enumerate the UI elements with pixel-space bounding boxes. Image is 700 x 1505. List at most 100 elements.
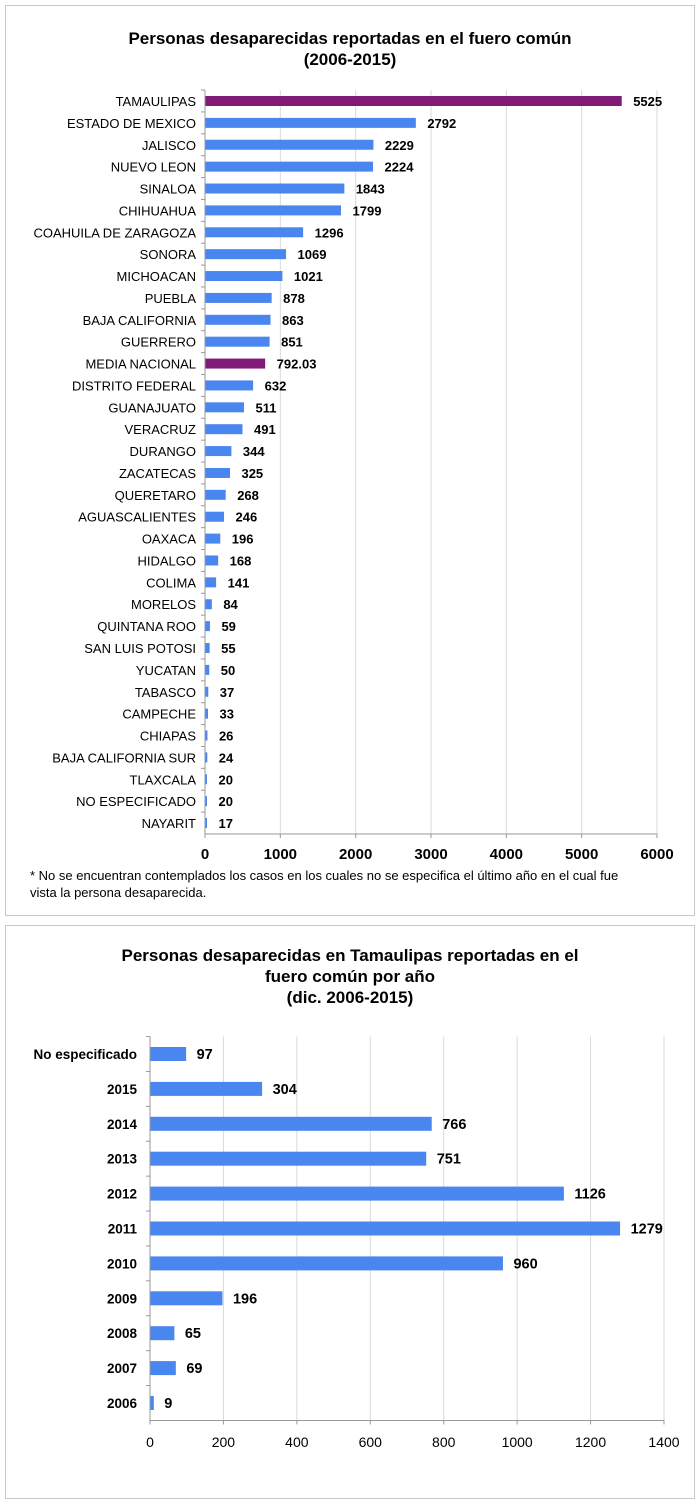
category-label: CAMPECHE [122, 707, 196, 722]
bar [205, 314, 271, 325]
category-label: DURANGO [130, 444, 196, 459]
category-label: 2008 [107, 1326, 138, 1341]
value-label: 17 [219, 816, 233, 831]
bar [205, 708, 208, 719]
value-label: 1021 [294, 269, 323, 284]
category-label: COLIMA [146, 575, 196, 590]
value-label: 1296 [315, 225, 344, 240]
x-tick-label: 0 [201, 846, 209, 863]
chart-2-title-line-2: fuero común por año [265, 967, 435, 986]
value-label: 511 [255, 400, 276, 415]
bar [205, 686, 209, 697]
bar [205, 730, 208, 741]
category-label: GUERRERO [121, 335, 196, 350]
x-tick-label: 3000 [414, 846, 447, 863]
value-label: 55 [221, 641, 235, 656]
bar [150, 1256, 503, 1271]
x-tick-label: 200 [212, 1434, 236, 1450]
chart-2-title-line-3: (dic. 2006-2015) [287, 988, 414, 1007]
x-tick-label: 400 [285, 1434, 309, 1450]
bar [150, 1186, 564, 1201]
category-label: SAN LUIS POTOSI [84, 641, 196, 656]
bar [205, 555, 219, 566]
chart-2-plot: 0 200 400 600 800 1000 1200 1400 No especificado… [33, 1036, 680, 1450]
category-label: MEDIA NACIONAL [85, 357, 196, 372]
x-tick-label: 5000 [565, 846, 598, 863]
chart-1-title-line-2: (2006-2015) [304, 50, 397, 69]
category-label: AGUASCALIENTES [78, 510, 196, 525]
category-label: TAMAULIPAS [116, 94, 197, 109]
category-label: MORELOS [131, 597, 196, 612]
bar [205, 249, 287, 260]
bar [205, 117, 416, 128]
bar [205, 96, 622, 106]
bar [205, 358, 266, 369]
bar [150, 1361, 176, 1376]
category-label: TABASCO [135, 685, 196, 700]
category-label: SONORA [140, 247, 197, 262]
bar [205, 292, 272, 303]
category-label: YUCATAN [136, 663, 196, 678]
bar [150, 1396, 154, 1410]
chart-2-title-line-1: Personas desaparecidas en Tamaulipas rep… [122, 946, 579, 965]
chart-1-plot: 0 1000 2000 3000 4000 5000 6000 TAMAULIPAS 5525 E… [33, 89, 674, 863]
x-tick-label: 0 [146, 1434, 154, 1450]
category-label: 2015 [107, 1082, 138, 1097]
value-label: 246 [236, 510, 258, 525]
value-label: 97 [197, 1047, 213, 1063]
bar [205, 599, 212, 610]
value-label: 37 [220, 685, 234, 700]
bar [205, 467, 230, 478]
value-label: 344 [243, 444, 265, 459]
value-label: 1843 [356, 182, 385, 197]
category-label: DISTRITO FEDERAL [72, 378, 196, 393]
bar [150, 1116, 432, 1131]
value-label: 1126 [574, 1187, 605, 1203]
bar [205, 664, 210, 675]
category-label: No especificado [33, 1047, 137, 1062]
value-label: 9 [164, 1396, 172, 1412]
category-label: CHIHUAHUA [119, 203, 197, 218]
category-label: 2009 [107, 1291, 137, 1306]
bar [205, 774, 208, 785]
category-label: JALISCO [142, 138, 196, 153]
x-tick-label: 4000 [490, 846, 523, 863]
bar [205, 533, 221, 544]
x-tick-label: 1400 [648, 1434, 679, 1450]
category-label: GUANAJUATO [108, 400, 196, 415]
value-label: 304 [273, 1082, 297, 1098]
bar [205, 380, 254, 391]
chart-1-note-line-2: vista la persona desaparecida. [30, 885, 206, 900]
value-label: 196 [233, 1291, 257, 1307]
bar [150, 1081, 263, 1096]
x-tick-label: 6000 [640, 846, 673, 863]
bar [205, 621, 210, 632]
category-label: 2006 [107, 1396, 138, 1411]
bar [205, 577, 217, 588]
bar [205, 752, 208, 763]
bar [205, 489, 226, 500]
category-label: 2011 [108, 1222, 138, 1237]
value-label: 59 [221, 619, 235, 634]
bar [205, 336, 270, 347]
chart-2-frame [5, 925, 695, 1499]
value-label: 2224 [385, 160, 415, 175]
x-tick-label: 1000 [502, 1434, 533, 1450]
bar [150, 1291, 223, 1306]
category-label: PUEBLA [145, 291, 197, 306]
category-label: NUEVO LEON [111, 160, 196, 175]
x-tick-label: 600 [359, 1434, 383, 1450]
value-label: 50 [221, 663, 235, 678]
value-label: 325 [241, 466, 263, 481]
category-label: COAHUILA DE ZARAGOZA [33, 225, 196, 240]
value-label: 2792 [427, 116, 456, 131]
value-label: 26 [219, 729, 233, 744]
bar [205, 139, 374, 150]
category-label: SINALOA [140, 182, 197, 197]
value-label: 851 [281, 335, 303, 350]
category-label: ESTADO DE MEXICO [67, 116, 196, 131]
value-label: 84 [223, 597, 238, 612]
bar [205, 424, 243, 435]
value-label: 1279 [631, 1222, 663, 1238]
value-label: 20 [219, 794, 233, 809]
